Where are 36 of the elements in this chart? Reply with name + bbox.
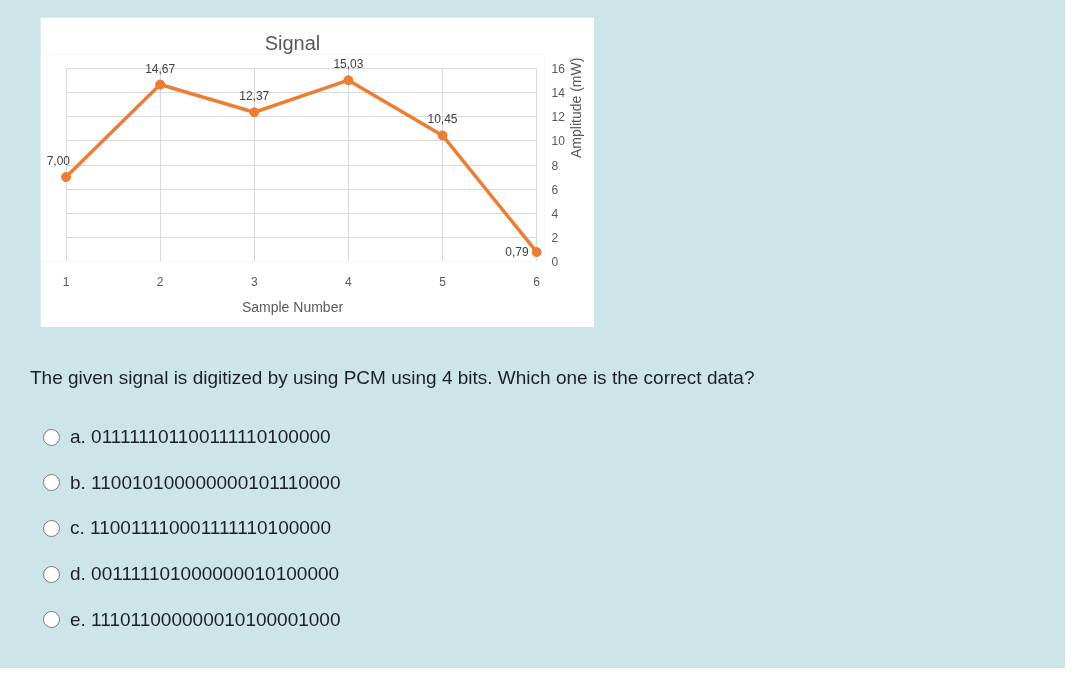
text: The given signal is digitized by using PCM using 4 bits. Which one is the correct data? bbox=[30, 367, 755, 388]
data-label: 0,79 bbox=[505, 245, 529, 260]
point bbox=[61, 172, 72, 183]
point bbox=[343, 75, 354, 86]
y-tick-label: 6 bbox=[551, 182, 559, 197]
point bbox=[531, 246, 542, 257]
y-axis-title: Amplitude (mW) bbox=[567, 57, 584, 158]
y-tick-label: 14 bbox=[551, 86, 566, 101]
x-tick-label: 6 bbox=[533, 274, 541, 289]
x-axis-title: Sample Number bbox=[241, 298, 344, 315]
x-tick-label: 2 bbox=[156, 274, 164, 289]
data-label: 10,45 bbox=[427, 112, 458, 127]
y-tick-label: 4 bbox=[551, 206, 559, 221]
data-label: 7,00 bbox=[46, 154, 71, 169]
y-tick-label: 2 bbox=[551, 230, 559, 245]
y-tick-label: 0 bbox=[551, 255, 559, 269]
chart-title: Signal bbox=[264, 31, 321, 54]
x-tick-label: 5 bbox=[439, 274, 447, 289]
data-label: 12,37 bbox=[239, 89, 270, 104]
y-tick-label: 8 bbox=[551, 158, 559, 173]
x-tick-label: 1 bbox=[62, 274, 70, 289]
option-label: a. 011111101100111110100000 bbox=[70, 427, 331, 447]
y-tick-label: 10 bbox=[551, 134, 566, 149]
x-tick-label: 4 bbox=[345, 274, 353, 289]
point bbox=[437, 130, 448, 141]
y-tick-label: 12 bbox=[551, 110, 566, 125]
option-label: e. 111011000000010100001000 bbox=[70, 609, 341, 630]
data-label: 14,67 bbox=[145, 61, 176, 76]
x-tick-label: 3 bbox=[250, 274, 258, 289]
y-tick-label: 16 bbox=[551, 62, 566, 76]
data-label: 15,03 bbox=[333, 57, 364, 72]
point bbox=[249, 107, 260, 118]
option-label: b. 110010100000000101110000 bbox=[70, 472, 341, 493]
option-label: c. 110011110001111110100000 bbox=[70, 518, 331, 539]
option-label: d. 001111101000000010100000 bbox=[70, 564, 340, 585]
point bbox=[155, 79, 166, 90]
